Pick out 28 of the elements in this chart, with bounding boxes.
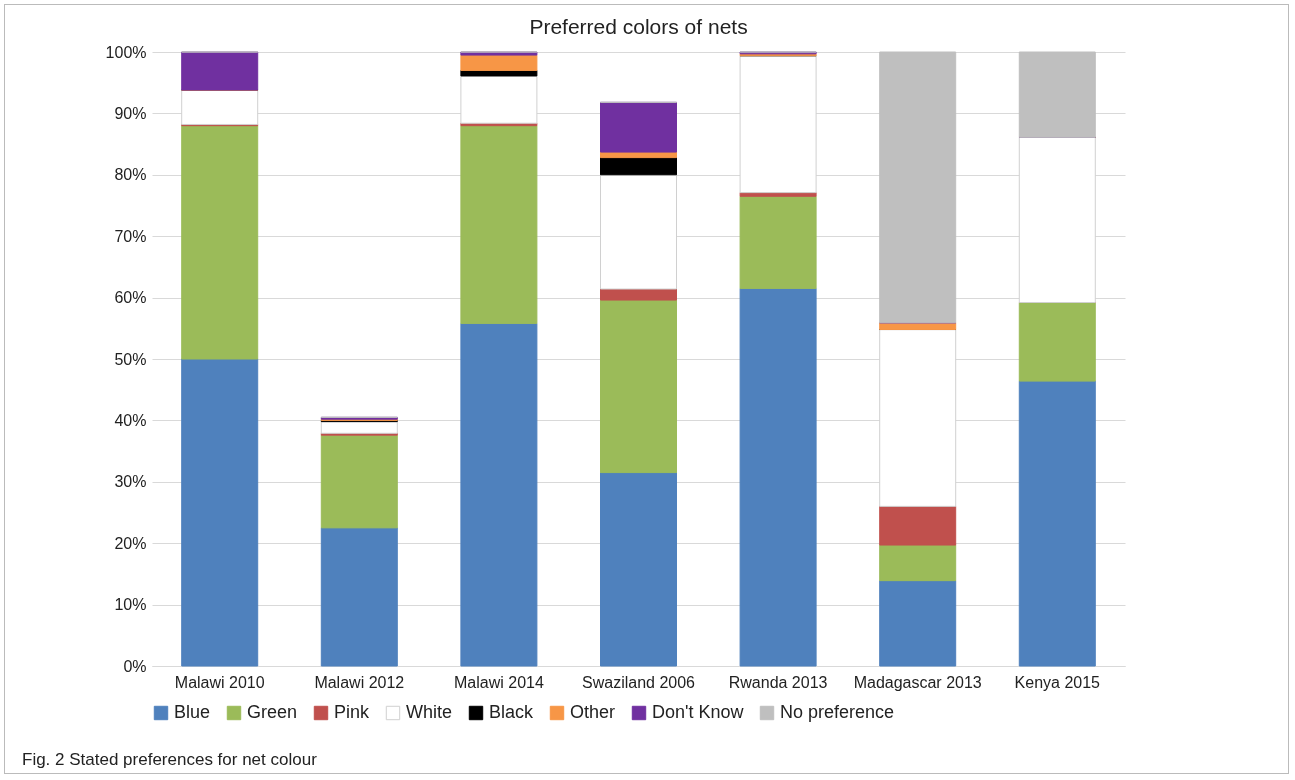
legend-label: Don't Know [652,702,745,722]
y-tick-label: 100% [105,43,147,61]
legend-label: Black [489,702,535,722]
x-tick-label: Malawi 2010 [174,673,265,691]
chart-title: Preferred colors of nets [529,15,748,38]
legend-label: Pink [334,702,371,722]
y-tick-label: 40% [114,411,147,429]
x-tick-label: Madagascar 2013 [853,673,982,691]
y-tick-label: 70% [114,227,147,245]
x-tick-label: Swaziland 2006 [582,673,696,691]
x-tick-label: Rwanda 2013 [728,673,828,691]
y-tick-label: 50% [114,350,147,368]
x-tick-label: Kenya 2015 [1014,673,1101,691]
y-tick-label: 20% [114,534,147,552]
y-tick-label: 0% [123,657,147,675]
y-tick-label: 90% [114,104,147,122]
caption: Fig. 2 Stated preferences for net colour [22,750,317,770]
y-tick-label: 30% [114,473,147,491]
y-tick-label: 60% [114,289,147,307]
y-tick-label: 80% [114,166,147,184]
x-tick-label: Malawi 2012 [314,673,405,691]
y-tick-label: 10% [114,596,147,614]
legend-label: Blue [174,702,211,722]
x-tick-label: Malawi 2014 [453,673,544,691]
legend-label: Green [247,702,298,722]
legend-label: No preference [780,702,895,722]
legend-label: Other [570,702,616,722]
legend-label: White [406,702,453,722]
